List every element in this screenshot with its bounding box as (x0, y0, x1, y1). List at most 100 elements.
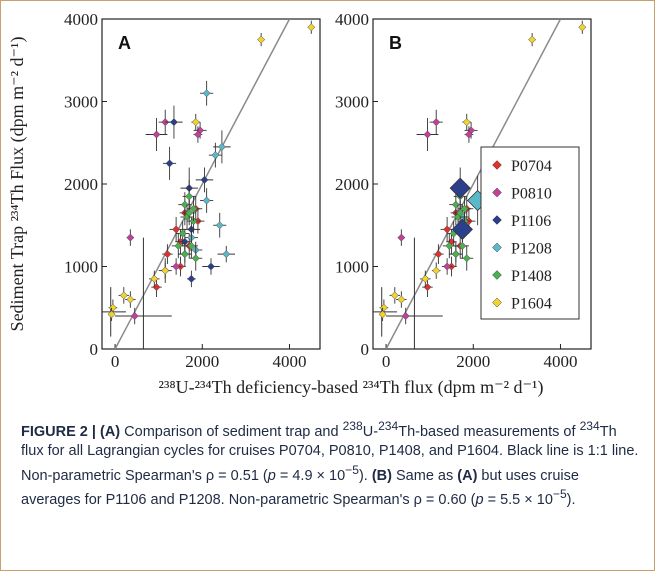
panel-b-P1408-point-7 (462, 254, 471, 263)
caption-part-2: 238 (342, 419, 363, 433)
caption-part-15: but uses cruise averages for P1106 and P… (21, 467, 579, 509)
panel-a-P0810-point-4 (126, 233, 135, 242)
panel-b-letter: B (389, 33, 402, 53)
panel-b-legend-label-P1604: P1604 (511, 296, 552, 313)
panel-b-legend-marker-P0810 (492, 187, 502, 198)
panel-a-P1604-point-3 (119, 291, 128, 300)
caption-part-5: Th-based measurements of (398, 423, 580, 440)
panel-b-P1604-point-3 (390, 291, 399, 300)
panel-b-legend-label-P1208: P1208 (511, 241, 552, 258)
caption-label: FIGURE 2 | (21, 423, 100, 440)
panel-b-legend-marker-P1408 (492, 270, 502, 280)
x-axis-title: ²³⁸U-²³⁴Th deficiency-based ²³⁴Th flux (… (159, 377, 544, 398)
panel-b-ytick-label-1: 1000 (335, 258, 369, 277)
panel-a-P1106-point-7 (187, 274, 196, 283)
panel-a-P0810-point-6 (172, 262, 181, 271)
caption-part-16: p (475, 492, 484, 509)
panel-b-P1408-point-8 (445, 241, 454, 250)
panel-a-letter: A (118, 33, 131, 53)
panel-a-P1106-point-3 (169, 118, 178, 127)
caption-part-10: −5 (345, 462, 359, 477)
caption-part-9: = 4.9 × 10 (275, 467, 346, 484)
panel-a-one-to-one-line (114, 19, 291, 349)
panel-b-P1106-average-marker-2 (451, 218, 473, 240)
figure-caption: FIGURE 2 | (A) Comparison of sediment tr… (21, 417, 641, 510)
panel-b-ytick-label-4: 4000 (335, 10, 369, 29)
panel-b-P1604-point-1 (578, 23, 587, 32)
panel-a-xtick-label-2: 4000 (272, 352, 306, 371)
panel-b-ytick-label-2: 2000 (335, 175, 369, 194)
panel-a-P1408-point-0 (185, 192, 194, 201)
panel-a-P1208-point-4 (215, 221, 224, 230)
panel-b-P1408-point-9 (456, 208, 465, 217)
panel-b-P0810-point-3 (464, 130, 473, 139)
caption-part-7: Th flux for all Lagrangian cycles for cr… (21, 423, 639, 484)
panel-b-P1604-point-0 (528, 35, 537, 44)
panel-b-legend-marker-P1208 (492, 242, 502, 253)
panel-b-legend-marker-P1604 (492, 297, 502, 308)
caption-part-6: 234 (579, 419, 600, 433)
panel-a-P1106-point-6 (207, 262, 215, 271)
panel-a-P1208-point-5 (222, 250, 231, 259)
y-axis-title: Sediment Trap ²³⁴Th Flux (dpm m⁻² d⁻¹) (7, 37, 28, 332)
panel-b-legend-marker-P0704 (492, 160, 502, 170)
panel-a-P0810-point-3 (193, 130, 202, 139)
panel-a-ytick-label-1: 1000 (64, 258, 98, 277)
panel-a-ytick-label-3: 3000 (64, 93, 98, 112)
caption-part-12: (B) (371, 467, 392, 484)
panel-a-P1408-point-4 (178, 229, 187, 238)
panel-b-xtick-label-0: 0 (382, 352, 391, 371)
panel-b-P0810-point-5 (401, 312, 410, 320)
panel-a-P0810-point-5 (130, 312, 139, 320)
panel-a-P1208-point-1 (217, 142, 226, 151)
panel-a-P1604-point-2 (191, 118, 200, 127)
panel-a-ytick-label-2: 2000 (64, 175, 98, 194)
panel-b-legend-marker-P1106 (492, 215, 502, 225)
caption-part-8: p (267, 467, 276, 484)
panel-b-P1604-point-4 (397, 295, 406, 304)
panel-b-P0810-point-0 (423, 130, 432, 139)
panel-a-P1604-point-7 (150, 274, 159, 283)
panel-a-ytick-label-4: 4000 (64, 10, 98, 29)
panel-b-P0810-point-4 (397, 233, 406, 242)
panel-b-one-to-one-line (385, 19, 562, 349)
caption-part-17: = 5.5 × 10 (483, 492, 553, 509)
panel-b-P1604-point-7 (421, 274, 430, 283)
panel-b-P0810-point-6 (443, 262, 452, 271)
panel-a-P1408-point-9 (185, 208, 194, 217)
panel-b-P1408-point-1 (451, 200, 460, 209)
panel-a-P1208-point-0 (202, 89, 211, 98)
caption-body: (A) Comparison of sediment trap and 238U… (21, 419, 639, 509)
panel-a-P1604-point-1 (307, 23, 316, 32)
panel-b-P1106-average-marker-0 (449, 177, 471, 199)
panel-b-legend-label-P0704: P0704 (511, 158, 552, 175)
panel-b-P0810-point-1 (432, 118, 441, 127)
caption-part-1: Comparison of sediment trap and (120, 423, 343, 440)
panel-a-plot-area (102, 19, 316, 349)
panel-a-P1208-point-3 (202, 196, 211, 205)
panel-a-P1604-point-6 (107, 310, 116, 319)
panel-b-P0704-point-6 (434, 250, 443, 259)
panel-a-ytick-label-0: 0 (90, 340, 99, 359)
panel-a-P0704-point-0 (172, 225, 181, 234)
panel-b-legend-box (480, 146, 580, 320)
panel-a-P1408-point-5 (187, 241, 196, 250)
panel-a-P1604-point-8 (161, 266, 170, 275)
panel-b-P1408-point-10 (460, 204, 469, 213)
panel-a-P1408-point-10 (189, 204, 198, 213)
scatter-figure: 0 1000 2000 3000 4000 0 2000 4000 A 0 1000 2000 3000… (7, 10, 592, 398)
panel-a-P0704-point-6 (163, 250, 172, 259)
panel-a-xtick-label-1: 2000 (185, 352, 219, 371)
panel-b-ytick-label-3: 3000 (335, 93, 369, 112)
panel-b-P1604-point-2 (462, 118, 471, 127)
panel-b-xtick-label-1: 2000 (456, 352, 490, 371)
caption-part-18: −5 (552, 487, 567, 502)
panel-a-P1604-point-0 (257, 35, 266, 44)
panel-a-P1208-point-2 (211, 151, 220, 160)
panel-b-P1604-point-5 (379, 303, 388, 312)
caption-part-14: (A) (457, 467, 478, 484)
panel-a-xtick-label-0: 0 (111, 352, 120, 371)
panel-b-P1408-point-6 (451, 250, 460, 259)
